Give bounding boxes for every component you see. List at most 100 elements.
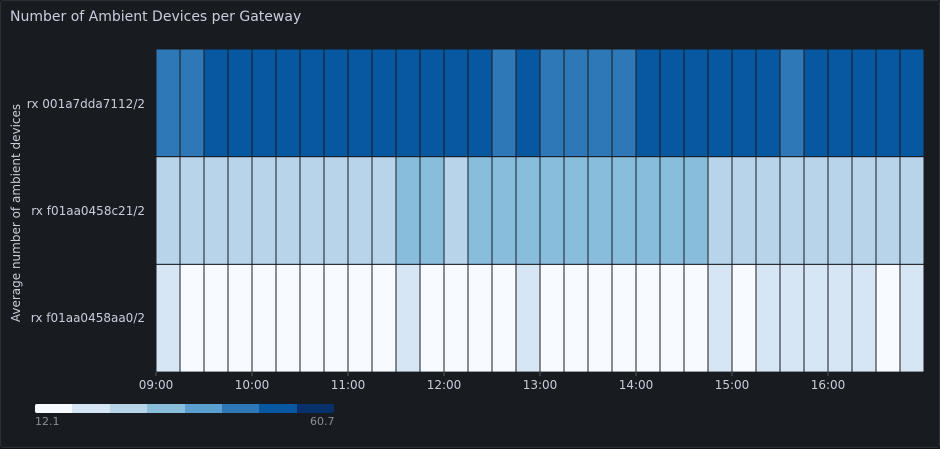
heatmap-cell[interactable] [899, 263, 925, 373]
heatmap-cell[interactable] [251, 48, 277, 158]
panel-title[interactable]: Number of Ambient Devices per Gateway [10, 9, 302, 25]
heatmap-cell[interactable] [395, 156, 421, 265]
color-legend [35, 404, 334, 413]
heatmap-cell[interactable] [155, 263, 181, 373]
heatmap-cell[interactable] [323, 48, 349, 158]
heatmap-cell[interactable] [371, 263, 397, 373]
heatmap-cell[interactable] [539, 263, 565, 373]
heatmap-cell[interactable] [635, 48, 661, 158]
x-tick-label: 14:00 [618, 378, 654, 392]
heatmap-cell[interactable] [299, 48, 325, 158]
heatmap-cell[interactable] [635, 263, 661, 373]
heatmap-cell[interactable] [419, 48, 445, 158]
heatmap-cell[interactable] [251, 156, 277, 265]
heatmap-cell[interactable] [203, 156, 229, 265]
heatmap-cell[interactable] [779, 48, 805, 158]
heatmap-cell[interactable] [755, 263, 781, 373]
heatmap-cell[interactable] [587, 156, 613, 265]
heatmap-cell[interactable] [779, 156, 805, 265]
heatmap-cell[interactable] [371, 156, 397, 265]
heatmap-cell[interactable] [227, 263, 253, 373]
heatmap-cell[interactable] [851, 263, 877, 373]
heatmap-cell[interactable] [875, 263, 901, 373]
heatmap-cell[interactable] [203, 48, 229, 158]
heatmap-cell[interactable] [491, 48, 517, 158]
heatmap-cell[interactable] [179, 156, 205, 265]
heatmap-cell[interactable] [827, 48, 853, 158]
heatmap-cell[interactable] [347, 263, 373, 373]
heatmap-cell[interactable] [539, 48, 565, 158]
heatmap-cell[interactable] [827, 156, 853, 265]
heatmap-cell[interactable] [371, 48, 397, 158]
heatmap-cell[interactable] [803, 48, 829, 158]
heatmap-cell[interactable] [443, 156, 469, 265]
heatmap-cell[interactable] [347, 48, 373, 158]
heatmap-cell[interactable] [635, 156, 661, 265]
heatmap-cell[interactable] [707, 48, 733, 158]
heatmap-cell[interactable] [851, 156, 877, 265]
heatmap-cell[interactable] [299, 156, 325, 265]
heatmap-cell[interactable] [707, 263, 733, 373]
heatmap-cell[interactable] [587, 48, 613, 158]
heatmap-cell[interactable] [731, 156, 757, 265]
heatmap-cell[interactable] [347, 156, 373, 265]
heatmap-cell[interactable] [539, 156, 565, 265]
heatmap-cell[interactable] [227, 156, 253, 265]
heatmap-cell[interactable] [515, 263, 541, 373]
heatmap-cell[interactable] [275, 156, 301, 265]
heatmap-cell[interactable] [731, 48, 757, 158]
heatmap-cell[interactable] [803, 263, 829, 373]
heatmap-cell[interactable] [875, 48, 901, 158]
heatmap-cell[interactable] [899, 156, 925, 265]
heatmap-cell[interactable] [467, 263, 493, 373]
heatmap-cell[interactable] [275, 263, 301, 373]
heatmap-cell[interactable] [659, 263, 685, 373]
heatmap-cell[interactable] [827, 263, 853, 373]
heatmap-cell[interactable] [803, 156, 829, 265]
heatmap-cell[interactable] [755, 156, 781, 265]
heatmap-cell[interactable] [683, 263, 709, 373]
heatmap-cell[interactable] [179, 48, 205, 158]
heatmap-cell[interactable] [587, 263, 613, 373]
heatmap-cell[interactable] [563, 263, 589, 373]
heatmap-cell[interactable] [491, 263, 517, 373]
heatmap-cell[interactable] [515, 156, 541, 265]
heatmap-cell[interactable] [395, 48, 421, 158]
heatmap-cell[interactable] [683, 48, 709, 158]
heatmap-cell[interactable] [251, 263, 277, 373]
heatmap-cell[interactable] [443, 48, 469, 158]
heatmap-cell[interactable] [611, 48, 637, 158]
heatmap-cell[interactable] [419, 156, 445, 265]
heatmap-cell[interactable] [491, 156, 517, 265]
heatmap-cell[interactable] [395, 263, 421, 373]
heatmap-cell[interactable] [779, 263, 805, 373]
heatmap-cell[interactable] [467, 156, 493, 265]
heatmap-cell[interactable] [875, 156, 901, 265]
heatmap-cell[interactable] [227, 48, 253, 158]
heatmap-cell[interactable] [203, 263, 229, 373]
heatmap-cell[interactable] [851, 48, 877, 158]
heatmap-cell[interactable] [275, 48, 301, 158]
heatmap-cell[interactable] [611, 263, 637, 373]
heatmap-cell[interactable] [323, 156, 349, 265]
heatmap-cell[interactable] [179, 263, 205, 373]
heatmap-cell[interactable] [755, 48, 781, 158]
heatmap-cell[interactable] [155, 48, 181, 158]
heatmap-cell[interactable] [659, 156, 685, 265]
heatmap-cell[interactable] [155, 156, 181, 265]
heatmap-cell[interactable] [323, 263, 349, 373]
heatmap-cell[interactable] [299, 263, 325, 373]
heatmap-cell[interactable] [611, 156, 637, 265]
heatmap-cell[interactable] [659, 48, 685, 158]
heatmap-cell[interactable] [731, 263, 757, 373]
heatmap-cell[interactable] [419, 263, 445, 373]
heatmap-cell[interactable] [515, 48, 541, 158]
heatmap-cell[interactable] [563, 48, 589, 158]
heatmap-cell[interactable] [563, 156, 589, 265]
heatmap-cell[interactable] [899, 48, 925, 158]
heatmap-cell[interactable] [683, 156, 709, 265]
heatmap-cell[interactable] [467, 48, 493, 158]
heatmap-cell[interactable] [707, 156, 733, 265]
heatmap-cell[interactable] [443, 263, 469, 373]
